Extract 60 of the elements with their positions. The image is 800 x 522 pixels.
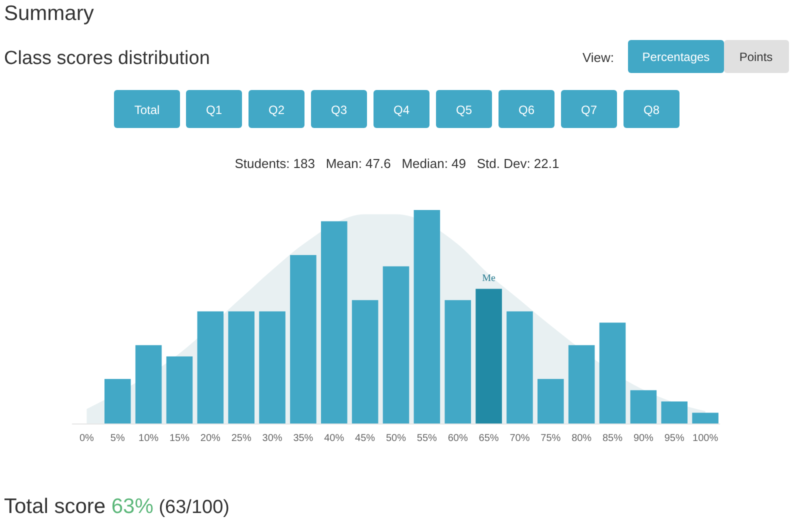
bar — [599, 322, 626, 424]
bar — [320, 221, 348, 424]
tab-button: Q6 — [498, 90, 554, 128]
bar — [692, 412, 718, 424]
toggle-button: Points — [724, 40, 789, 73]
chart-subtitle: Class scores distribution — [4, 48, 210, 69]
text: 63% — [106, 495, 154, 518]
bar — [630, 390, 657, 424]
bar — [661, 401, 688, 424]
bar — [506, 311, 533, 424]
x-tick-label: 45% — [355, 433, 376, 444]
text: (63/100) — [153, 497, 230, 518]
x-tick-label: 35% — [293, 433, 314, 444]
x-tick-label: 0% — [79, 433, 94, 444]
tab-button: Q7 — [561, 90, 617, 128]
tab-button: Q2 — [248, 90, 304, 128]
bar — [197, 311, 224, 424]
tab-button: Q4 — [374, 90, 430, 128]
x-tick-label: 60% — [448, 433, 468, 444]
bar — [476, 288, 502, 424]
x-tick-label: 80% — [572, 433, 592, 444]
x-tick-label: 20% — [200, 433, 221, 444]
x-tick-label: 85% — [602, 433, 623, 444]
x-tick-label: 5% — [110, 433, 125, 444]
bar — [290, 255, 316, 424]
x-tick-label: 15% — [169, 433, 190, 444]
x-tick-label: 50% — [386, 433, 406, 444]
bar — [259, 311, 286, 424]
bar — [414, 210, 440, 424]
x-tick-label: 75% — [540, 433, 561, 444]
x-tick-label: 65% — [478, 433, 499, 444]
bar — [104, 378, 131, 424]
toggle-button: Percentages — [628, 40, 724, 73]
bar — [444, 300, 472, 424]
x-tick-label: 30% — [262, 433, 282, 444]
x-tick-label: 10% — [138, 433, 159, 444]
bar — [135, 345, 162, 424]
x-tick-label: 90% — [633, 433, 654, 444]
x-tick-label: 100% — [692, 433, 718, 444]
tab-button: Total — [114, 90, 180, 128]
text: Total score — [4, 495, 106, 518]
text: View: — [582, 50, 614, 65]
tab-button: Q3 — [311, 90, 367, 128]
x-tick-label: 70% — [510, 433, 530, 444]
tab-button: Q5 — [436, 90, 492, 128]
chart-title: Summary — [4, 2, 94, 25]
tab-button: Q8 — [624, 90, 680, 128]
x-tick-label: 95% — [664, 433, 684, 444]
bar — [538, 378, 564, 424]
annotation: Me — [482, 272, 496, 284]
bar — [382, 266, 410, 424]
text: Students: 183 Mean: 47.6 Median: 49 Std. Dev: 22.1 — [234, 156, 560, 171]
bar — [568, 345, 595, 424]
bar — [228, 311, 254, 424]
x-tick-label: 55% — [416, 433, 438, 444]
bar — [166, 356, 193, 424]
bar — [352, 300, 378, 424]
x-tick-label: 25% — [231, 433, 252, 444]
x-tick-label: 40% — [324, 433, 344, 444]
tab-button: Q1 — [186, 90, 242, 128]
